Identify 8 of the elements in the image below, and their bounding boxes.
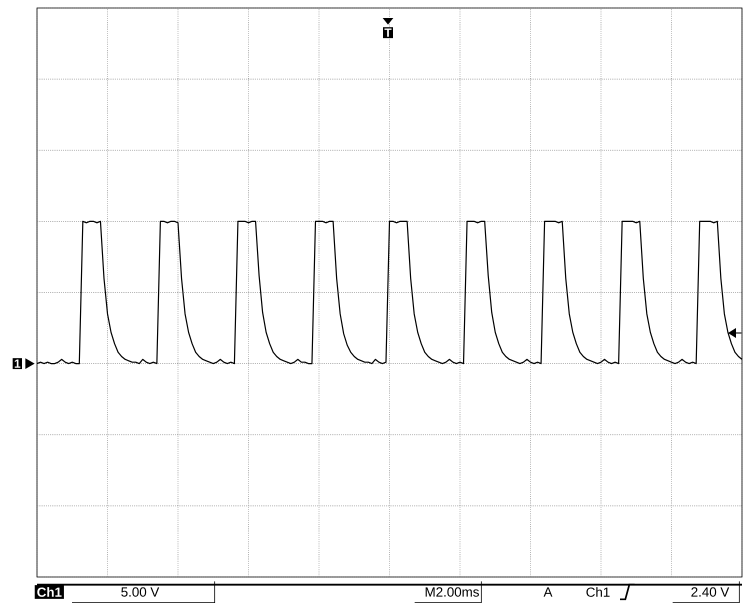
text: Ch1 xyxy=(37,587,62,597)
text: 2.40 V xyxy=(691,587,730,597)
text: 5.00 V xyxy=(121,587,160,597)
text: Ch1 xyxy=(586,587,610,597)
text: M2.00ms xyxy=(426,587,479,597)
text: 1 xyxy=(14,359,20,368)
text: A xyxy=(544,587,552,597)
text: T xyxy=(384,28,392,37)
